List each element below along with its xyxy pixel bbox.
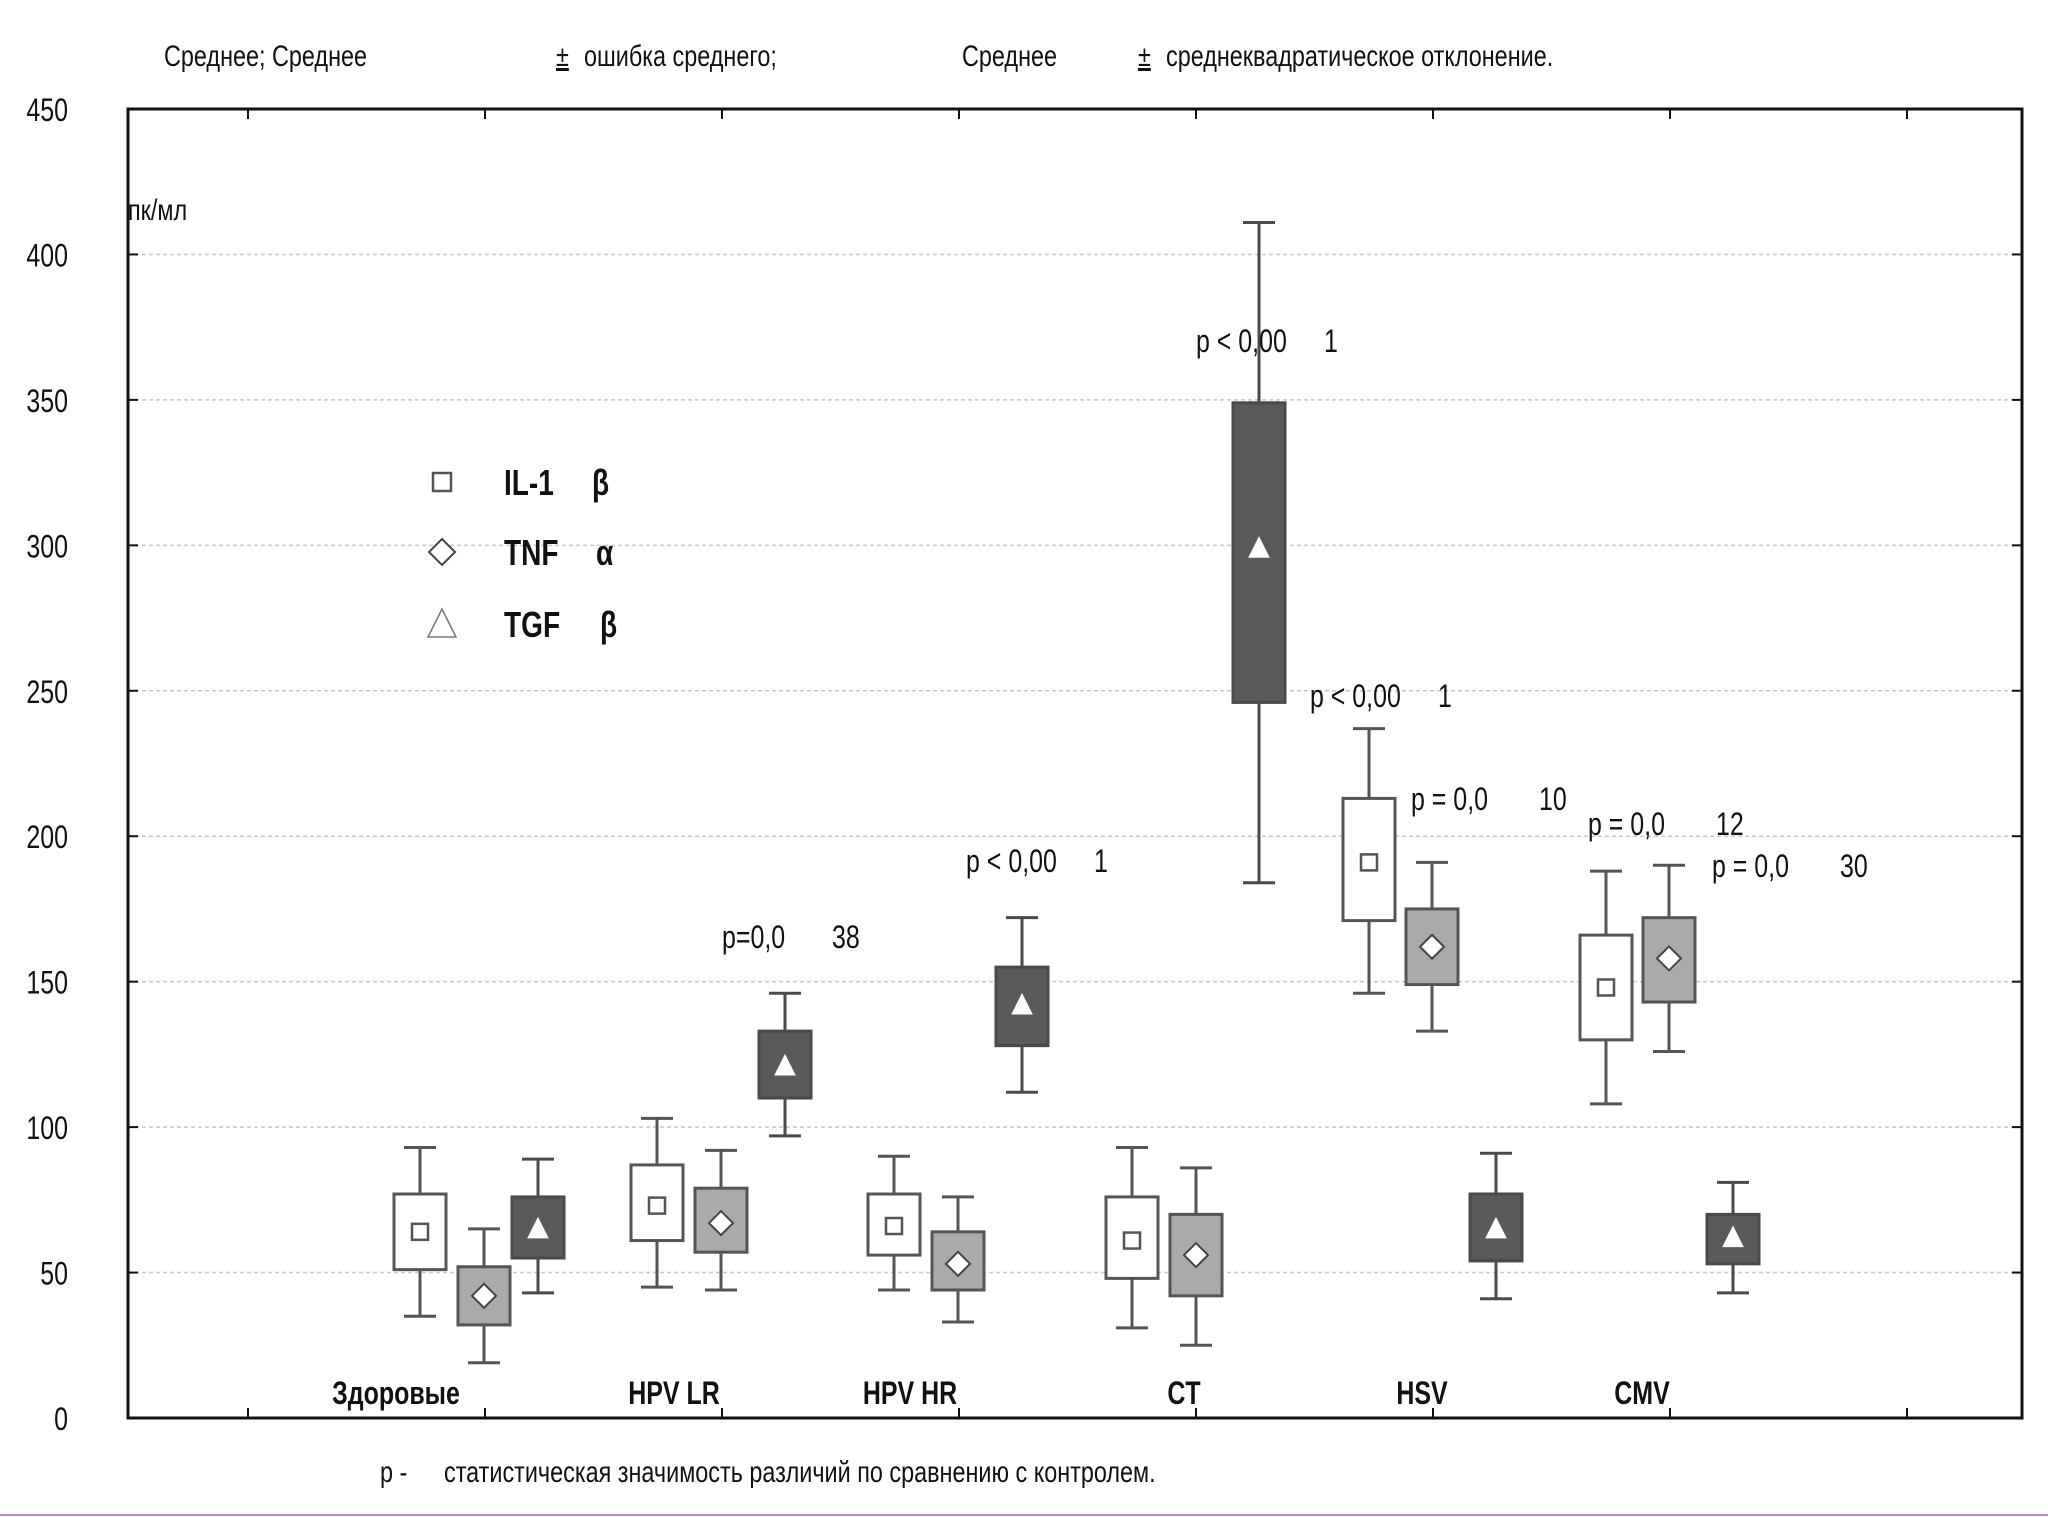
plus-minus-sign-1: ± [556, 40, 569, 73]
legend-triangle-marker [426, 607, 458, 638]
legend-greek-letter: β [592, 463, 609, 503]
square-marker [1359, 853, 1379, 872]
header-sd-label: среднеквадратическое отклонение. [1166, 40, 1554, 73]
diamond-marker [1655, 944, 1683, 972]
triangle-marker [774, 1053, 796, 1076]
y-tick-label: 300 [26, 529, 68, 565]
square-marker [1596, 978, 1616, 997]
category-label: HPV HR [863, 1376, 958, 1412]
box [693, 1186, 749, 1254]
y-tick-label: 250 [26, 675, 68, 711]
category-label: CT [1167, 1376, 1201, 1412]
triangle-marker [1722, 1225, 1744, 1248]
footer-note: статистическая значимость различий по ср… [444, 1456, 1156, 1489]
p-value-annotation: p < 0,00 [966, 844, 1057, 880]
p-value-annotation-digits: 10 [1539, 782, 1567, 818]
category-label: CMV [1614, 1376, 1669, 1412]
y-tick-label: 400 [26, 239, 68, 275]
p-value-annotation: p < 0,00 [1310, 679, 1401, 715]
box [930, 1230, 986, 1292]
legend-square-marker [431, 471, 453, 493]
p-value-annotation: p=0,0 [722, 920, 785, 956]
p-value-annotation-digits: 1 [1324, 324, 1338, 360]
p-value-annotation: p < 0,00 [1196, 324, 1287, 360]
y-tick-label: 450 [26, 93, 68, 129]
p-value-annotation-digits: 30 [1840, 849, 1868, 885]
p-value-annotation: p = 0,0 [1588, 807, 1665, 843]
legend-series-label: IL-1 [504, 463, 554, 503]
y-tick-label: 0 [54, 1402, 68, 1438]
diamond-marker [1418, 933, 1446, 961]
triangle-marker [527, 1216, 549, 1239]
legend-series-label: TNF [504, 533, 559, 573]
triangle-marker [1485, 1216, 1507, 1239]
triangle-marker [1248, 536, 1270, 558]
category-label: HSV [1396, 1376, 1447, 1412]
p-value-annotation: p = 0,0 [1411, 782, 1488, 818]
box [1705, 1212, 1761, 1266]
category-label: Здоровые [332, 1376, 460, 1412]
legend-greek-letter: α [596, 533, 613, 573]
y-tick-label: 100 [26, 1111, 68, 1147]
diamond-marker [707, 1209, 735, 1237]
legend-series-label: TGF [504, 605, 560, 645]
y-tick-label: 350 [26, 384, 68, 420]
p-value-annotation-digits: 12 [1716, 807, 1744, 843]
plus-minus-sign-2: ± [1138, 40, 1151, 73]
box [1578, 933, 1634, 1042]
p-value-annotation-digits: 1 [1438, 679, 1452, 715]
plot-frame [126, 107, 2024, 1420]
y-tick-label: 50 [40, 1257, 68, 1293]
box [994, 965, 1050, 1048]
p-value-annotation-digits: 38 [832, 920, 860, 956]
square-marker [647, 1196, 667, 1215]
footer-p-label: p - [380, 1456, 408, 1489]
p-value-annotation-digits: 1 [1094, 844, 1108, 880]
bottom-border-line [0, 1514, 2048, 1516]
square-marker [884, 1216, 904, 1236]
diamond-marker [1182, 1241, 1210, 1269]
y-axis-label: пк/мл [128, 193, 187, 226]
y-tick-label: 200 [26, 820, 68, 856]
diamond-marker [470, 1282, 498, 1310]
header-mean-label-2: Среднее [962, 40, 1058, 73]
square-marker [1122, 1231, 1142, 1250]
legend-greek-letter: β [600, 605, 617, 645]
p-value-annotation: p = 0,0 [1712, 849, 1789, 885]
header-mean-label: Среднее; Среднее [164, 40, 368, 73]
square-marker [410, 1222, 430, 1242]
legend-diamond-marker [427, 537, 457, 567]
diamond-marker [944, 1250, 972, 1278]
y-tick-label: 150 [26, 966, 68, 1002]
triangle-marker [1011, 992, 1033, 1015]
category-label: HPV LR [628, 1376, 720, 1412]
header-se-label: ошибка среднего; [584, 40, 777, 73]
